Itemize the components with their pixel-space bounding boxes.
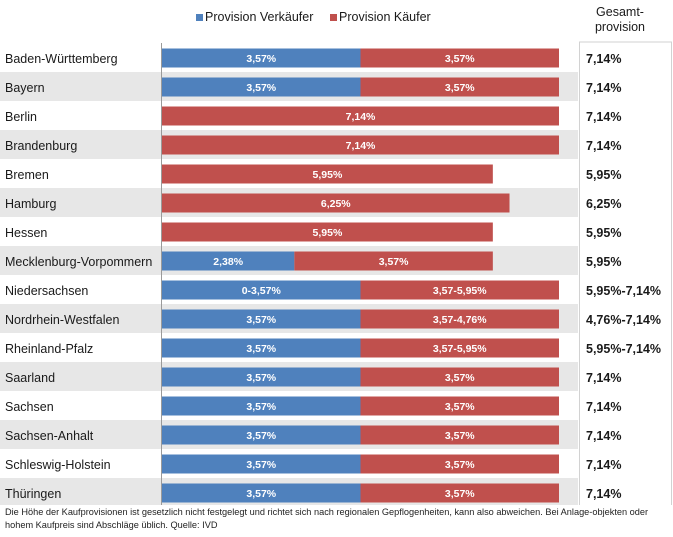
bar-buyer	[360, 483, 559, 503]
state-label: Schleswig-Holstein	[5, 458, 111, 472]
total-value: 7,14%	[586, 487, 621, 501]
bar-buyer	[360, 396, 559, 416]
bar-buyer-label: 3,57%	[445, 488, 475, 500]
state-label: Bremen	[5, 168, 49, 182]
bar-buyer-label: 3,57%	[445, 372, 475, 384]
bar-seller	[162, 367, 361, 387]
total-value: 7,14%	[586, 400, 621, 414]
state-label: Brandenburg	[5, 139, 77, 153]
bar-seller	[162, 309, 361, 329]
bar-seller	[162, 483, 361, 503]
total-value: 7,14%	[586, 429, 621, 443]
bar-seller	[162, 251, 295, 271]
state-label: Saarland	[5, 371, 55, 385]
bar-buyer	[162, 135, 559, 155]
bar-seller-label: 3,57%	[246, 430, 276, 442]
bar-seller	[162, 396, 361, 416]
bar-buyer	[360, 280, 559, 300]
bar-buyer	[162, 222, 493, 242]
state-label: Sachsen	[5, 400, 54, 414]
bar-buyer	[360, 454, 559, 474]
bar-seller	[162, 338, 361, 358]
footnote: Die Höhe der Kaufprovisionen ist gesetzl…	[5, 507, 649, 530]
bar-seller-label: 0-3,57%	[242, 285, 282, 297]
bar-buyer-label: 5,95%	[313, 227, 343, 239]
total-value: 7,14%	[586, 110, 621, 124]
bar-buyer-label: 3,57%	[445, 459, 475, 471]
bar-buyer	[162, 164, 493, 184]
bar-seller-label: 3,57%	[246, 401, 276, 413]
legend-swatch-buyer	[330, 14, 337, 21]
bar-buyer-label: 3,57%	[445, 82, 475, 94]
bar-buyer	[360, 309, 559, 329]
bar-buyer-label: 3,57-5,95%	[433, 343, 487, 355]
bar-buyer-label: 7,14%	[346, 111, 376, 123]
legend-label-seller: Provision Verkäufer	[205, 10, 313, 24]
state-label: Nordrhein-Westfalen	[5, 313, 119, 327]
bar-seller	[162, 454, 361, 474]
bar-buyer	[360, 77, 559, 97]
bar-buyer	[360, 48, 559, 68]
total-value: 5,95%	[586, 226, 621, 240]
state-label: Berlin	[5, 110, 37, 124]
state-label: Niedersachsen	[5, 284, 88, 298]
state-label: Hamburg	[5, 197, 56, 211]
bar-seller-label: 3,57%	[246, 343, 276, 355]
state-label: Baden-Württemberg	[5, 52, 118, 66]
state-label: Hessen	[5, 226, 47, 240]
total-header-line1: Gesamt-	[596, 5, 644, 19]
bar-seller-label: 3,57%	[246, 488, 276, 500]
bar-buyer-label: 5,95%	[313, 169, 343, 181]
total-value: 6,25%	[586, 197, 621, 211]
state-label: Sachsen-Anhalt	[5, 429, 94, 443]
bar-seller	[162, 425, 361, 445]
bar-buyer-label: 3,57%	[445, 53, 475, 65]
total-value: 7,14%	[586, 371, 621, 385]
bar-buyer-label: 3,57%	[445, 401, 475, 413]
bar-buyer-label: 3,57%	[379, 256, 409, 268]
total-value: 7,14%	[586, 139, 621, 153]
legend-swatch-seller	[196, 14, 203, 21]
total-header-line2: provision	[595, 20, 645, 34]
bar-buyer	[360, 338, 559, 358]
total-value: 5,95%	[586, 168, 621, 182]
legend-label-buyer: Provision Käufer	[339, 10, 431, 24]
bar-seller	[162, 280, 361, 300]
total-value: 7,14%	[586, 458, 621, 472]
total-value: 4,76%-7,14%	[586, 313, 661, 327]
total-value: 5,95%-7,14%	[586, 342, 661, 356]
bar-seller-label: 2,38%	[213, 256, 243, 268]
state-label: Thüringen	[5, 487, 61, 501]
bar-seller-label: 3,57%	[246, 372, 276, 384]
total-column-box	[579, 41, 672, 505]
total-value: 5,95%-7,14%	[586, 284, 661, 298]
total-value: 5,95%	[586, 255, 621, 269]
bar-seller	[162, 77, 361, 97]
bar-buyer	[162, 106, 559, 126]
bar-seller-label: 3,57%	[246, 459, 276, 471]
state-label: Bayern	[5, 81, 45, 95]
bar-buyer	[294, 251, 493, 271]
bar-seller-label: 3,57%	[246, 53, 276, 65]
bar-buyer-label: 3,57-4,76%	[433, 314, 487, 326]
commission-chart: Provision Verkäufer Provision Käufer Gesam…	[0, 5, 672, 505]
bar-seller-label: 3,57%	[246, 314, 276, 326]
bar-buyer-label: 3,57-5,95%	[433, 285, 487, 297]
bar-buyer-label: 7,14%	[346, 140, 376, 152]
bar-buyer-label: 6,25%	[321, 198, 351, 210]
total-value: 7,14%	[586, 81, 621, 95]
bar-buyer	[360, 425, 559, 445]
bar-seller-label: 3,57%	[246, 82, 276, 94]
state-label: Mecklenburg-Vorpommern	[5, 255, 152, 269]
bar-buyer	[360, 367, 559, 387]
total-value: 7,14%	[586, 52, 621, 66]
bar-buyer	[162, 193, 510, 213]
bar-buyer-label: 3,57%	[445, 430, 475, 442]
state-label: Rheinland-Pfalz	[5, 342, 93, 356]
bar-seller	[162, 48, 361, 68]
